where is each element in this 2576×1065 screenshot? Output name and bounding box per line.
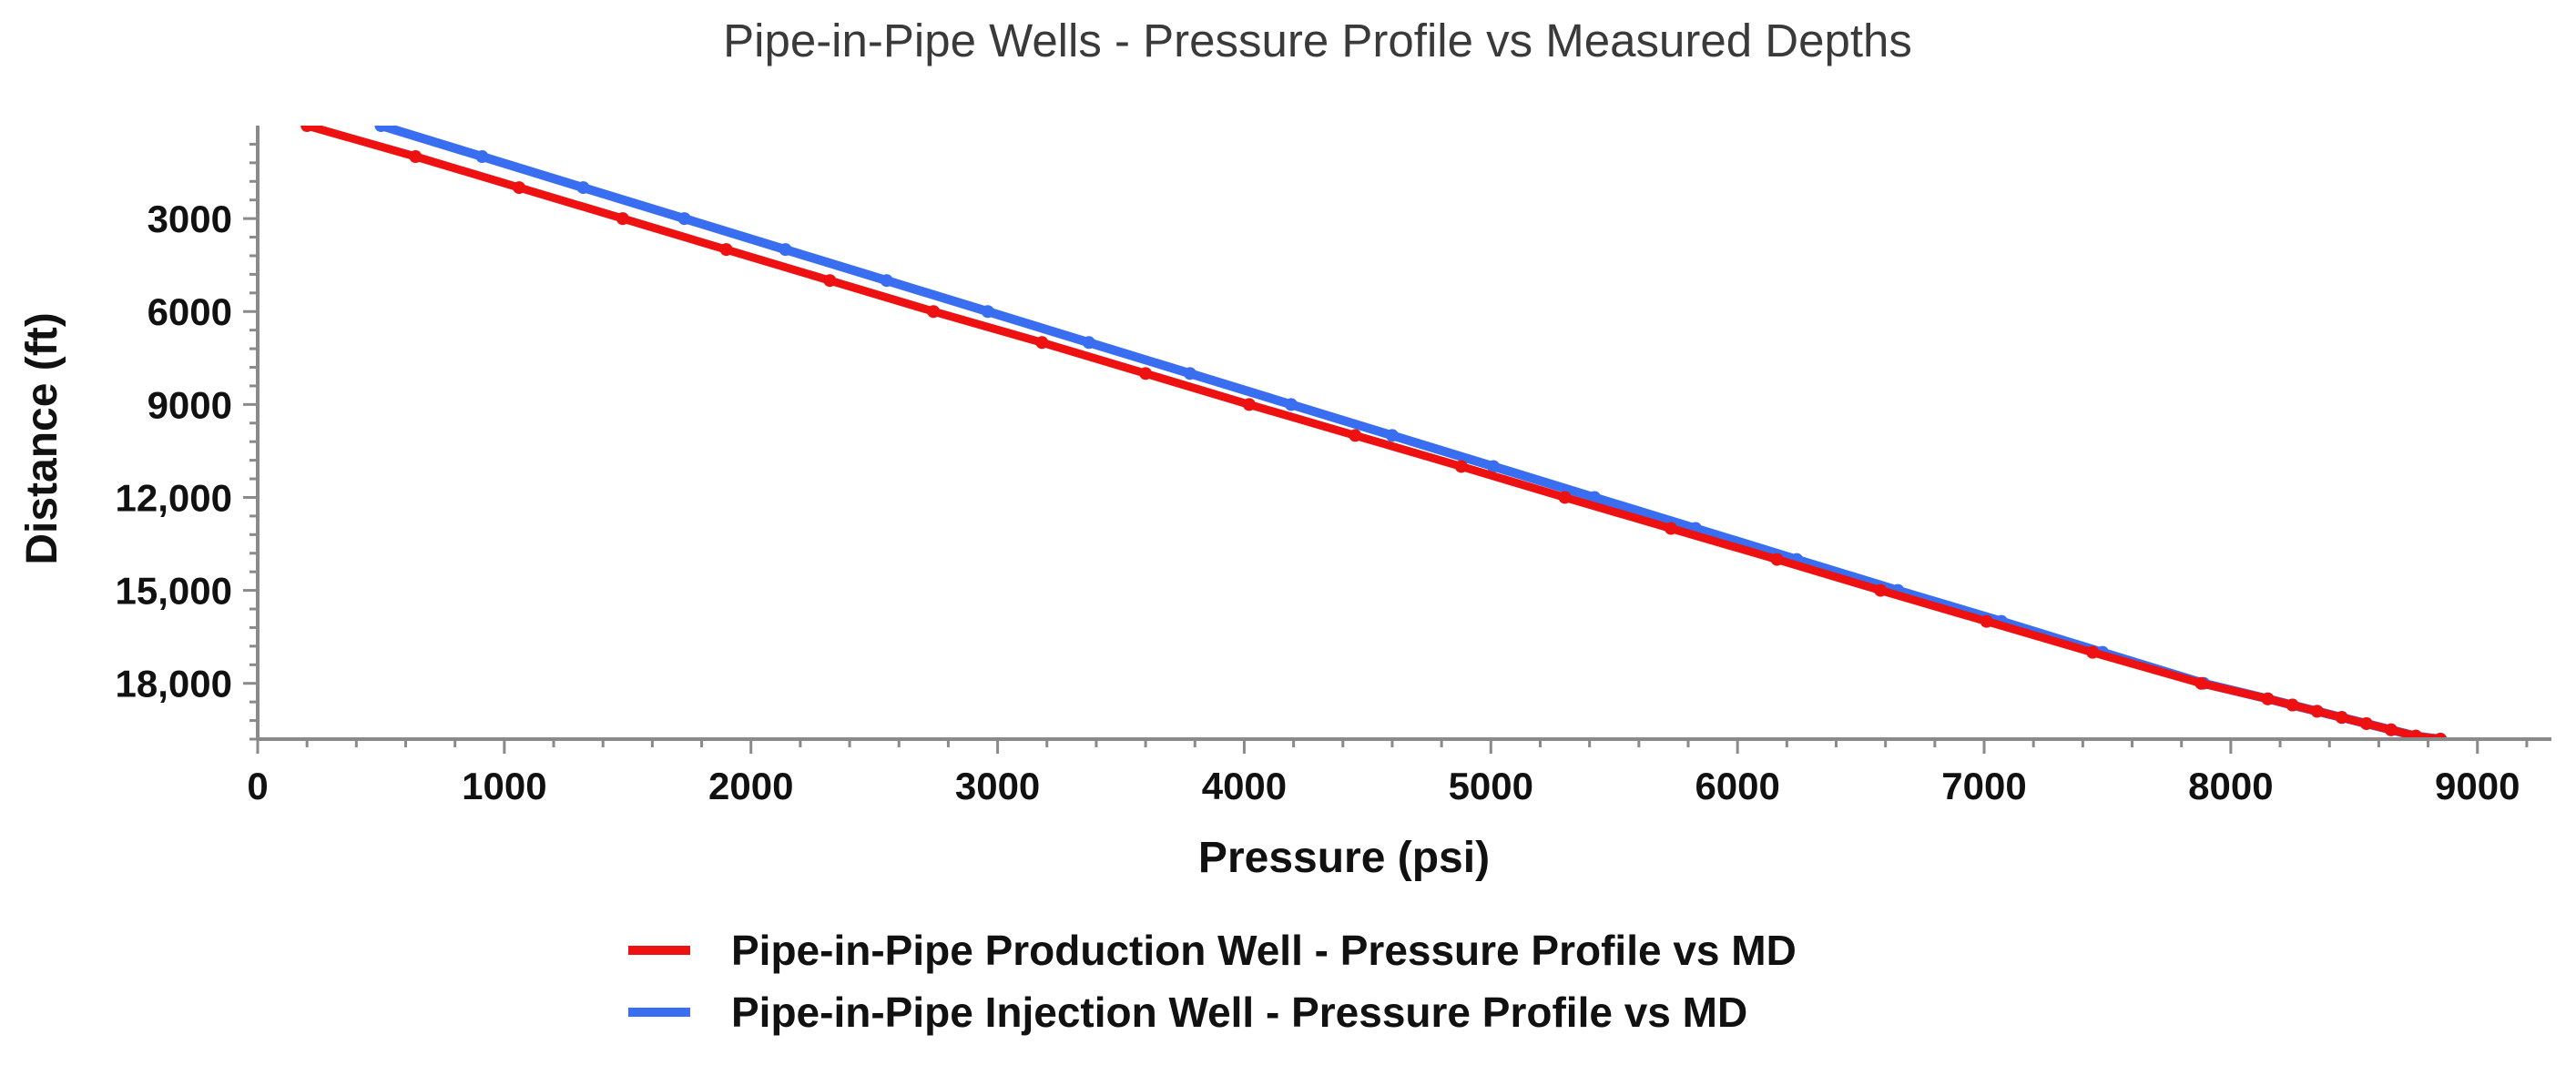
data-point-production bbox=[2286, 698, 2299, 712]
data-point-injection bbox=[374, 126, 388, 132]
data-point-production bbox=[823, 274, 837, 288]
data-point-production bbox=[2261, 692, 2275, 705]
legend: Pipe-in-Pipe Production Well - Pressure … bbox=[628, 927, 1797, 1036]
x-tick-label: 4000 bbox=[1202, 765, 1287, 807]
y-tick-label: 12,000 bbox=[116, 476, 232, 519]
data-point-injection bbox=[677, 212, 691, 226]
x-tick-label: 5000 bbox=[1449, 765, 1533, 807]
x-tick-label: 7000 bbox=[1941, 765, 2026, 807]
data-point-production bbox=[2194, 676, 2208, 690]
data-point-production bbox=[1139, 367, 1153, 380]
x-tick-label: 6000 bbox=[1695, 765, 1779, 807]
data-point-production bbox=[409, 150, 423, 164]
data-point-injection bbox=[1385, 429, 1399, 442]
series-group bbox=[300, 126, 2448, 739]
y-tick-label: 9000 bbox=[148, 383, 232, 426]
data-point-injection bbox=[475, 150, 489, 164]
data-point-injection bbox=[1183, 367, 1196, 380]
x-axis-label: Pressure (psi) bbox=[1198, 834, 1490, 882]
data-point-injection bbox=[779, 243, 792, 257]
data-point-production bbox=[1980, 614, 1993, 628]
data-point-production bbox=[2335, 711, 2348, 725]
data-point-injection bbox=[1284, 398, 1298, 411]
chart-title: Pipe-in-Pipe Wells - Pressure Profile vs… bbox=[723, 15, 1912, 66]
x-tick-label: 3000 bbox=[955, 765, 1040, 807]
data-point-production bbox=[1242, 398, 1256, 411]
data-point-production bbox=[1665, 522, 1678, 535]
data-point-production bbox=[2310, 705, 2324, 718]
y-tick-label: 15,000 bbox=[116, 570, 232, 613]
data-point-production bbox=[1454, 460, 1468, 473]
legend-entry-label: Pipe-in-Pipe Production Well - Pressure … bbox=[731, 927, 1797, 974]
data-point-production bbox=[927, 305, 941, 319]
data-point-production bbox=[1349, 429, 1362, 442]
y-axis-label: Distance (ft) bbox=[18, 312, 66, 564]
data-point-production bbox=[2384, 723, 2398, 736]
data-point-injection bbox=[880, 274, 893, 288]
y-tick-label: 18,000 bbox=[116, 663, 232, 705]
y-tick-label: 6000 bbox=[148, 290, 232, 333]
data-point-production bbox=[1035, 336, 1049, 350]
x-tick-label: 2000 bbox=[708, 765, 793, 807]
data-point-production bbox=[1770, 553, 1784, 566]
data-point-production bbox=[2409, 729, 2423, 739]
axes: 0 1000 2000 3000 4000 5000 6000 7000 8000 9000 300… bbox=[116, 126, 2551, 807]
data-point-production bbox=[2359, 716, 2373, 730]
data-point-production bbox=[513, 181, 526, 195]
data-point-production bbox=[1874, 583, 1888, 597]
data-point-injection bbox=[1487, 460, 1501, 473]
data-point-production bbox=[300, 126, 314, 132]
data-point-injection bbox=[981, 305, 994, 319]
data-point-injection bbox=[576, 181, 590, 195]
data-point-production bbox=[719, 243, 733, 257]
data-point-injection bbox=[1082, 336, 1095, 350]
x-tick-label: 8000 bbox=[2188, 765, 2273, 807]
x-tick-label: 9000 bbox=[2435, 765, 2520, 807]
legend-entry-label: Pipe-in-Pipe Injection Well - Pressure P… bbox=[731, 989, 1747, 1036]
data-point-production bbox=[616, 212, 629, 226]
x-tick-label: 0 bbox=[247, 765, 268, 807]
x-tick-label: 1000 bbox=[462, 765, 546, 807]
data-point-production bbox=[1558, 491, 1572, 504]
data-point-injection bbox=[1588, 491, 1602, 504]
plot-area bbox=[300, 126, 2448, 739]
data-point-production bbox=[2086, 645, 2100, 659]
y-tick-label: 3000 bbox=[148, 198, 232, 240]
